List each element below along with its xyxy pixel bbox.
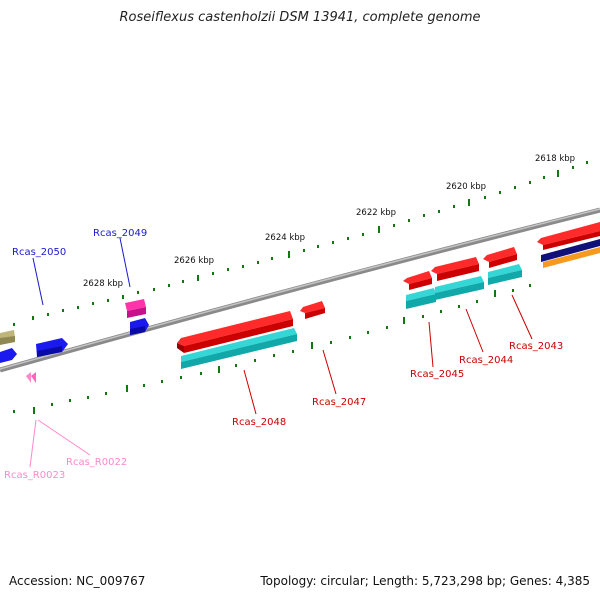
ruler-label-2622: 2622 kbp xyxy=(356,208,396,218)
label-rcas-2044[interactable]: Rcas_2044 xyxy=(459,355,513,366)
ruler-lower xyxy=(13,284,531,414)
label-rcas-2047[interactable]: Rcas_2047 xyxy=(312,397,366,408)
label-rcas-2050[interactable]: Rcas_2050 xyxy=(12,247,66,258)
gene-left-edge-blue[interactable] xyxy=(0,348,17,363)
ruler-upper xyxy=(13,161,588,326)
gene-left-edge-olive[interactable] xyxy=(0,330,15,345)
label-rcas-2048[interactable]: Rcas_2048 xyxy=(232,417,286,428)
gene-rcas-2045[interactable] xyxy=(403,271,432,290)
rna-rcas-r0022-r0023[interactable] xyxy=(26,372,36,383)
gene-rcas-2048[interactable] xyxy=(177,311,293,353)
leader-rcas-2048 xyxy=(243,369,257,415)
genome-backbone xyxy=(0,207,600,373)
gene-rcas-2049-blue[interactable] xyxy=(130,318,149,335)
ruler-label-2618: 2618 kbp xyxy=(535,154,575,164)
ruler-label-2626: 2626 kbp xyxy=(174,256,214,266)
gene-rcas-2047[interactable] xyxy=(300,301,325,319)
gene-rcas-2045-teal[interactable] xyxy=(406,288,436,309)
gene-rcas-2044[interactable] xyxy=(431,257,479,281)
leader-rcas-r0023 xyxy=(29,419,37,468)
gene-rcas-2049[interactable] xyxy=(125,299,146,318)
map-title: Roseiflexus castenholzii DSM 13941, comp… xyxy=(119,10,481,25)
label-rcas-r0023[interactable]: Rcas_R0023 xyxy=(4,470,65,481)
label-rcas-2043[interactable]: Rcas_2043 xyxy=(509,341,563,352)
ruler-label-2624: 2624 kbp xyxy=(265,233,305,243)
leader-rcas-2047 xyxy=(322,349,337,395)
gene-rcas-2043-teal[interactable] xyxy=(488,264,522,285)
genome-summary-text: Topology: circular; Length: 5,723,298 bp… xyxy=(260,574,590,588)
leader-rcas-2043 xyxy=(511,294,533,340)
leader-rcas-2049 xyxy=(119,237,131,288)
label-rcas-2049[interactable]: Rcas_2049 xyxy=(93,228,147,239)
ruler-label-2628: 2628 kbp xyxy=(83,279,123,289)
gene-right-edge-navy[interactable] xyxy=(541,239,600,262)
leader-rcas-2044 xyxy=(465,308,484,353)
ruler-label-2620: 2620 kbp xyxy=(446,182,486,192)
gene-rcas-2048-teal[interactable] xyxy=(181,328,297,369)
gene-rcas-2050[interactable] xyxy=(36,338,68,357)
gene-rcas-2043[interactable] xyxy=(483,247,517,268)
gene-right-edge-orange[interactable] xyxy=(543,247,600,268)
label-rcas-2045[interactable]: Rcas_2045 xyxy=(410,369,464,380)
gene-rcas-2044-teal[interactable] xyxy=(435,276,484,300)
gene-right-edge-red[interactable] xyxy=(537,222,600,250)
leader-rcas-r0022 xyxy=(37,419,91,456)
leader-rcas-2050 xyxy=(32,257,44,306)
accession-text: Accession: NC_009767 xyxy=(9,574,146,588)
label-rcas-r0022[interactable]: Rcas_R0022 xyxy=(66,457,127,468)
leader-rcas-2045 xyxy=(428,321,434,368)
genome-backbone-highlight xyxy=(0,208,600,370)
